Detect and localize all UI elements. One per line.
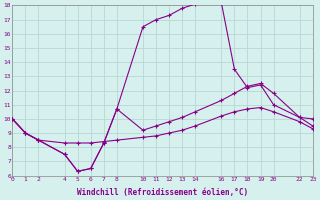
X-axis label: Windchill (Refroidissement éolien,°C): Windchill (Refroidissement éolien,°C) [77, 188, 248, 197]
